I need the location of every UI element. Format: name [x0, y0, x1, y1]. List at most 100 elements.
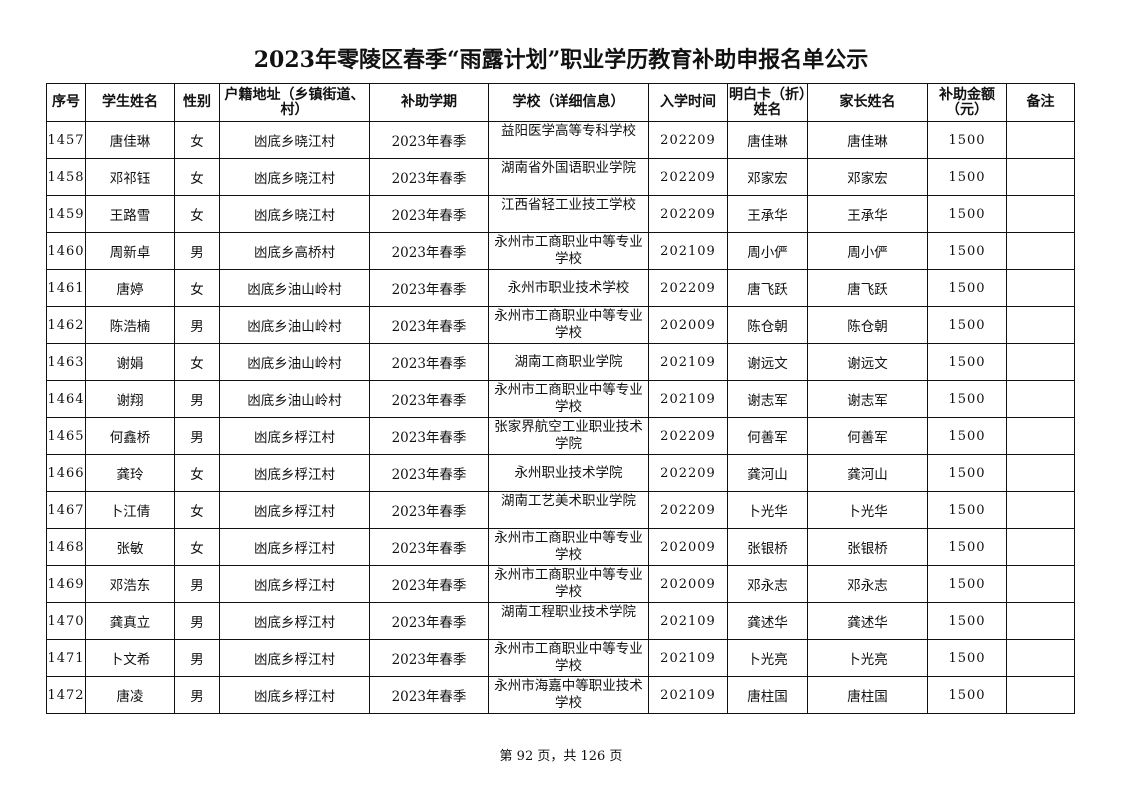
cell-amount: 1500 — [927, 232, 1007, 270]
cell-parent-name: 卜光亮 — [807, 639, 928, 677]
school-text: 永州职业技术学院 — [514, 465, 623, 481]
cell-parent-name: 张银桥 — [807, 528, 928, 566]
cell-remark — [1006, 121, 1075, 159]
cell-address: 凼底乡油山岭村 — [219, 380, 370, 418]
cell-index: 1460 — [46, 232, 86, 270]
cell-address: 凼底乡晓江村 — [219, 158, 370, 196]
cell-term: 2023年春季 — [369, 195, 489, 233]
school-text: 永州市工商职业中等专业学校 — [494, 234, 643, 267]
cell-term: 2023年春季 — [369, 158, 489, 196]
cell-address: 凼底乡晓江村 — [219, 195, 370, 233]
cell-school: 江西省轻工业技工学校 — [488, 195, 649, 233]
cell-enroll-date: 202209 — [648, 491, 728, 529]
header-student-name: 学生姓名 — [85, 83, 175, 122]
table-row: 1470 龚真立男凼底乡桴江村 2023年春季 湖南工程职业技术学院 202109 龚述华… — [46, 602, 1075, 640]
cell-amount: 1500 — [927, 195, 1007, 233]
cell-term: 2023年春季 — [369, 528, 489, 566]
cell-gender: 女 — [174, 269, 220, 307]
cell-amount: 1500 — [927, 565, 1007, 603]
cell-parent-name: 谢远文 — [807, 343, 928, 381]
cell-gender: 女 — [174, 195, 220, 233]
header-amount: 补助金额（元） — [927, 83, 1007, 122]
cell-gender: 男 — [174, 676, 220, 714]
cell-student-name: 唐凌 — [85, 676, 175, 714]
school-text: 张家界航空工业职业技术学院 — [494, 419, 643, 452]
cell-address: 凼底乡桴江村 — [219, 676, 370, 714]
school-text: 湖南工艺美术职业学院 — [501, 493, 636, 509]
cell-address: 凼底乡油山岭村 — [219, 269, 370, 307]
cell-parent-name: 何善军 — [807, 417, 928, 455]
header-term: 补助学期 — [369, 83, 489, 122]
cell-address: 凼底乡高桥村 — [219, 232, 370, 270]
cell-index: 1463 — [46, 343, 86, 381]
cell-remark — [1006, 269, 1075, 307]
cell-term: 2023年春季 — [369, 417, 489, 455]
cell-remark — [1006, 417, 1075, 455]
cell-amount: 1500 — [927, 343, 1007, 381]
cell-card-name: 谢远文 — [727, 343, 808, 381]
cell-index: 1464 — [46, 380, 86, 418]
cell-card-name: 周小俨 — [727, 232, 808, 270]
cell-address: 凼底乡桴江村 — [219, 528, 370, 566]
cell-gender: 男 — [174, 417, 220, 455]
cell-parent-name: 唐柱国 — [807, 676, 928, 714]
cell-student-name: 龚玲 — [85, 454, 175, 492]
cell-term: 2023年春季 — [369, 306, 489, 344]
cell-school: 湖南工程职业技术学院 — [488, 602, 649, 640]
cell-index: 1466 — [46, 454, 86, 492]
cell-remark — [1006, 528, 1075, 566]
cell-amount: 1500 — [927, 269, 1007, 307]
cell-amount: 1500 — [927, 639, 1007, 677]
cell-parent-name: 周小俨 — [807, 232, 928, 270]
cell-parent-name: 邓永志 — [807, 565, 928, 603]
cell-remark — [1006, 380, 1075, 418]
cell-amount: 1500 — [927, 454, 1007, 492]
school-text: 江西省轻工业技工学校 — [501, 197, 636, 213]
cell-enroll-date: 202109 — [648, 676, 728, 714]
cell-school: 湖南工艺美术职业学院 — [488, 491, 649, 529]
cell-school: 永州市职业技术学校 — [488, 269, 649, 307]
cell-gender: 男 — [174, 306, 220, 344]
cell-card-name: 何善军 — [727, 417, 808, 455]
cell-index: 1457 — [46, 121, 86, 159]
table-row: 1464 谢翔男凼底乡油山岭村 2023年春季 永州市工商职业中等专业学校 202109… — [46, 380, 1075, 418]
cell-student-name: 邓祁钰 — [85, 158, 175, 196]
cell-address: 凼底乡油山岭村 — [219, 343, 370, 381]
school-text: 永州市职业技术学校 — [507, 280, 630, 296]
cell-term: 2023年春季 — [369, 454, 489, 492]
cell-gender: 女 — [174, 343, 220, 381]
cell-index: 1470 — [46, 602, 86, 640]
school-text: 永州市工商职业中等专业学校 — [494, 382, 643, 415]
cell-student-name: 唐佳琳 — [85, 121, 175, 159]
cell-index: 1462 — [46, 306, 86, 344]
cell-enroll-date: 202109 — [648, 343, 728, 381]
cell-student-name: 陈浩楠 — [85, 306, 175, 344]
table-row: 1471 卜文希男凼底乡桴江村 2023年春季 永州市工商职业中等专业学校 202109… — [46, 639, 1075, 677]
document-title: 2023年零陵区春季“雨露计划”职业学历教育补助申报名单公示 — [253, 47, 869, 73]
table-row: 1465 何鑫桥男凼底乡桴江村 2023年春季 张家界航空工业职业技术学院 202209… — [46, 417, 1075, 455]
cell-student-name: 卜江倩 — [85, 491, 175, 529]
header-enroll-date: 入学时间 — [648, 83, 728, 122]
cell-amount: 1500 — [927, 380, 1007, 418]
cell-school: 永州市工商职业中等专业学校 — [488, 565, 649, 603]
cell-amount: 1500 — [927, 121, 1007, 159]
cell-card-name: 卜光亮 — [727, 639, 808, 677]
cell-enroll-date: 202109 — [648, 232, 728, 270]
cell-index: 1465 — [46, 417, 86, 455]
cell-amount: 1500 — [927, 676, 1007, 714]
school-text: 永州市工商职业中等专业学校 — [494, 308, 643, 341]
school-text: 湖南工程职业技术学院 — [501, 604, 636, 620]
cell-index: 1459 — [46, 195, 86, 233]
cell-enroll-date: 202109 — [648, 639, 728, 677]
table-row: 1469 邓浩东男凼底乡桴江村 2023年春季 永州市工商职业中等专业学校 202009… — [46, 565, 1075, 603]
cell-remark — [1006, 232, 1075, 270]
cell-term: 2023年春季 — [369, 269, 489, 307]
cell-index: 1469 — [46, 565, 86, 603]
cell-student-name: 周新卓 — [85, 232, 175, 270]
cell-student-name: 谢翔 — [85, 380, 175, 418]
table-row: 1462 陈浩楠男凼底乡油山岭村 2023年春季 永州市工商职业中等专业学校 20200… — [46, 306, 1075, 344]
cell-gender: 男 — [174, 565, 220, 603]
table-row: 1472 唐凌男凼底乡桴江村 2023年春季 永州市海嘉中等职业技术学校 202109 唐… — [46, 676, 1075, 714]
cell-parent-name: 唐飞跃 — [807, 269, 928, 307]
cell-amount: 1500 — [927, 491, 1007, 529]
